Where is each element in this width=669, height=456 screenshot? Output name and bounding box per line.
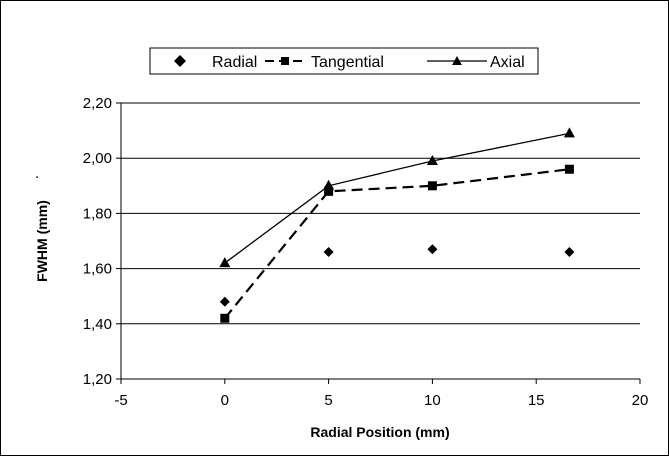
series-axial [219, 127, 575, 268]
triangle-point [323, 179, 335, 190]
legend: Radial Tangential Axial [149, 47, 539, 75]
triangle-point [563, 127, 575, 138]
triangle-point [219, 257, 231, 268]
square-point [220, 313, 230, 323]
legend-item-tangential: Tangential [265, 54, 384, 71]
grid-lines [121, 102, 640, 325]
x-tick-label: 10 [424, 392, 441, 409]
plot-area [121, 103, 640, 379]
legend-label-radial: Radial [212, 54, 257, 71]
series-radial [219, 244, 575, 307]
x-tick-label: 15 [528, 392, 545, 409]
axes [116, 102, 641, 384]
x-tick-label: -5 [114, 392, 127, 409]
x-tick-label: 5 [324, 392, 332, 409]
diamond-point [427, 244, 438, 255]
y-tick-labels: 1,20 1,40 1,60 1,80 2,00 2,20 [83, 95, 112, 388]
x-tick-labels: -5 0 5 10 15 20 [114, 392, 648, 409]
legend-diamond-marker [174, 55, 186, 67]
x-axis-title: Radial Position (mm) [310, 424, 449, 440]
legend-triangle-marker [452, 56, 462, 65]
legend-item-radial: Radial [174, 54, 257, 71]
legend-label-tangential: Tangential [311, 54, 384, 71]
y-tick-label: 2,00 [83, 150, 112, 167]
square-point [427, 181, 437, 191]
x-tick-label: 20 [632, 392, 649, 409]
square-point [324, 186, 334, 196]
diamond-point [219, 296, 230, 307]
series-tangential [220, 164, 574, 323]
series-layer [219, 127, 575, 323]
y-tick-label: 1,60 [83, 261, 112, 278]
legend-label-axial: Axial [490, 54, 525, 71]
x-tick-label: 0 [221, 392, 229, 409]
y-tick-label: 1,80 [83, 205, 112, 222]
y-axis-title: FWHM (mm) [34, 200, 50, 282]
legend-square-marker [281, 57, 289, 65]
legend-item-axial: Axial [427, 54, 525, 71]
y-tick-label: 2,20 [83, 95, 112, 112]
diamond-point [564, 247, 575, 258]
y-tick-label: 1,20 [83, 371, 112, 388]
square-point [564, 164, 574, 174]
series-line-axial [224, 132, 570, 264]
stray-dot: . [35, 165, 39, 182]
triangle-point [426, 154, 438, 165]
diamond-point [323, 247, 334, 258]
y-tick-label: 1,40 [83, 316, 112, 333]
